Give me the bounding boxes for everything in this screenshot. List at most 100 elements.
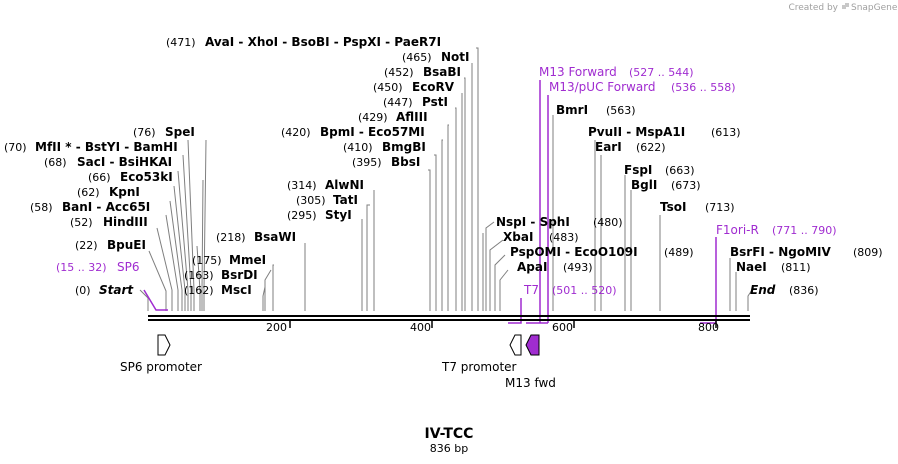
site-label-xbai: XbaI <box>503 230 533 244</box>
plasmid-length: 836 bp <box>430 442 468 455</box>
site-label-start: Start <box>99 283 134 297</box>
site-label-bsrdi: BsrDI <box>221 268 258 282</box>
site-label-saci-bsihkai: SacI - BsiHKAI <box>77 155 172 169</box>
site-label-ecorv: EcoRV <box>412 80 455 94</box>
site-pos-tsoi: (713) <box>705 201 735 214</box>
site-label-pspomi-ecoo109i: PspOMI - EcoO109I <box>510 245 638 259</box>
site-pos-pspomi: (489) <box>664 246 694 259</box>
site-pos-msci: (162) <box>184 284 214 297</box>
site-label-bpmi-eco57mi: BpmI - Eco57MI <box>320 125 425 139</box>
tick-label: 200 <box>266 321 287 334</box>
site-pos-fspi: (663) <box>665 164 695 177</box>
site-label-psti: PstI <box>422 95 448 109</box>
tick-label: 600 <box>552 321 573 334</box>
site-pos-bsrdi: (163) <box>184 269 214 282</box>
primer-label-f1ori-r: F1ori-R <box>716 223 759 237</box>
site-label-eari: EarI <box>595 140 622 154</box>
site-label-mmei: MmeI <box>229 253 266 267</box>
site-pos-spei: (76) <box>133 126 156 139</box>
site-pos-bpuei: (22) <box>75 239 98 252</box>
site-label-hindiii: HindIII <box>103 215 148 229</box>
site-labels: (0) Start (15 .. 32) SP6 (22) BpuEI (52)… <box>4 35 883 297</box>
site-pos-mfli: (70) <box>4 141 27 154</box>
site-pos-kpni: (62) <box>77 186 100 199</box>
primer-label-m13-puc-forward: M13/pUC Forward <box>549 80 656 94</box>
site-pos-apai: (493) <box>563 261 593 274</box>
site-label-alwni: AlwNI <box>325 178 364 192</box>
site-pos-styi: (295) <box>287 209 317 222</box>
primer-label-m13-forward: M13 Forward <box>539 65 617 79</box>
plasmid-name: IV-TCC <box>425 426 474 442</box>
site-label-bmgbi: BmgBI <box>382 140 426 154</box>
site-label-eco53ki: Eco53kI <box>120 170 173 184</box>
primer-label-t7: T7 <box>523 283 539 297</box>
primer-pos-m13-forward: (527 .. 544) <box>629 66 694 79</box>
site-pos-nspi: (480) <box>593 216 623 229</box>
site-pos-psti: (447) <box>383 96 413 109</box>
site-label-spei: SpeI <box>165 125 195 139</box>
site-pos-bbsi: (395) <box>352 156 382 169</box>
site-pos-bmri: (563) <box>606 104 636 117</box>
site-pos-eco53ki: (66) <box>88 171 111 184</box>
site-label-msci: MscI <box>221 283 252 297</box>
site-label-styi: StyI <box>325 208 352 222</box>
primer-arrow-icon <box>525 334 540 356</box>
primer-pos-f1ori-r: (771 .. 790) <box>772 224 837 237</box>
feature-label-t7-promoter: T7 promoter <box>441 360 517 374</box>
primer-pos-t7: (501 .. 520) <box>552 284 617 297</box>
site-pos-naei: (811) <box>781 261 811 274</box>
site-pos-start: (0) <box>75 284 91 297</box>
site-pos-end: (836) <box>789 284 819 297</box>
site-label-afliii: AflIII <box>396 110 428 124</box>
promoter-arrow-icon <box>509 334 522 356</box>
site-pos-afliii: (429) <box>358 111 388 124</box>
backbone <box>148 315 750 321</box>
site-pos-ecorv: (450) <box>373 81 403 94</box>
site-label-noti: NotI <box>441 50 470 64</box>
feature-label-sp6-promoter: SP6 promoter <box>120 360 202 374</box>
site-label-bsabi: BsaBI <box>423 65 461 79</box>
feature-sp6-promoter: SP6 promoter <box>120 334 202 374</box>
site-pos-bsrfi: (809) <box>853 246 883 259</box>
primer-label-sp6: SP6 <box>117 260 140 274</box>
credit-text: Created by <box>788 3 838 13</box>
site-label-mfli-bstyi-bamhi: MfII * - BstYI - BamHI <box>35 140 178 154</box>
site-label-nspi-sphi: NspI - SphI <box>496 215 570 229</box>
site-pos-bani: (58) <box>30 201 53 214</box>
site-pos-hindiii: (52) <box>70 216 93 229</box>
site-pos-bsawi: (218) <box>216 231 246 244</box>
snapgene-logo-icon <box>842 3 849 9</box>
tick-label: 800 <box>698 321 719 334</box>
site-pos-bsabi: (452) <box>384 66 414 79</box>
site-pos-xbai: (483) <box>549 231 579 244</box>
site-label-tsoi: TsoI <box>660 200 686 214</box>
site-label-bpuei: BpuEI <box>107 238 146 252</box>
primer-pos-m13-puc-forward: (536 .. 558) <box>671 81 736 94</box>
site-label-bsawi: BsaWI <box>254 230 296 244</box>
credit-brand: SnapGene <box>851 3 898 13</box>
site-pos-avai: (471) <box>166 36 196 49</box>
site-label-bbsi: BbsI <box>391 155 420 169</box>
feature-label-m13-fwd: M13 fwd <box>505 376 556 390</box>
site-label-bsrfi-ngomiv: BsrFI - NgoMIV <box>730 245 831 259</box>
feature-t7-promoter: T7 promoter <box>441 334 522 374</box>
site-pos-bpmi: (420) <box>281 126 311 139</box>
site-pos-bmgbi: (410) <box>343 141 373 154</box>
site-pos-bgli: (673) <box>671 179 701 192</box>
site-label-end: End <box>750 283 776 297</box>
site-pos-alwni: (314) <box>287 179 317 192</box>
site-pos-pvuii: (613) <box>711 126 741 139</box>
site-pos-noti: (465) <box>402 51 432 64</box>
site-label-naei: NaeI <box>736 260 767 274</box>
site-label-pvuii-mspa1i: PvuII - MspA1I <box>588 125 685 139</box>
site-pos-saci: (68) <box>44 156 67 169</box>
primer-pos-sp6: (15 .. 32) <box>56 261 107 274</box>
site-pos-mmei: (175) <box>192 254 222 267</box>
primer-markers <box>143 80 717 324</box>
leader-lines <box>139 47 753 311</box>
feature-m13-fwd: M13 fwd <box>505 334 556 390</box>
axis-ticks: 200 400 600 800 <box>266 320 719 334</box>
site-label-bgli: BglI <box>631 178 657 192</box>
site-label-bmri: BmrI <box>556 103 588 117</box>
